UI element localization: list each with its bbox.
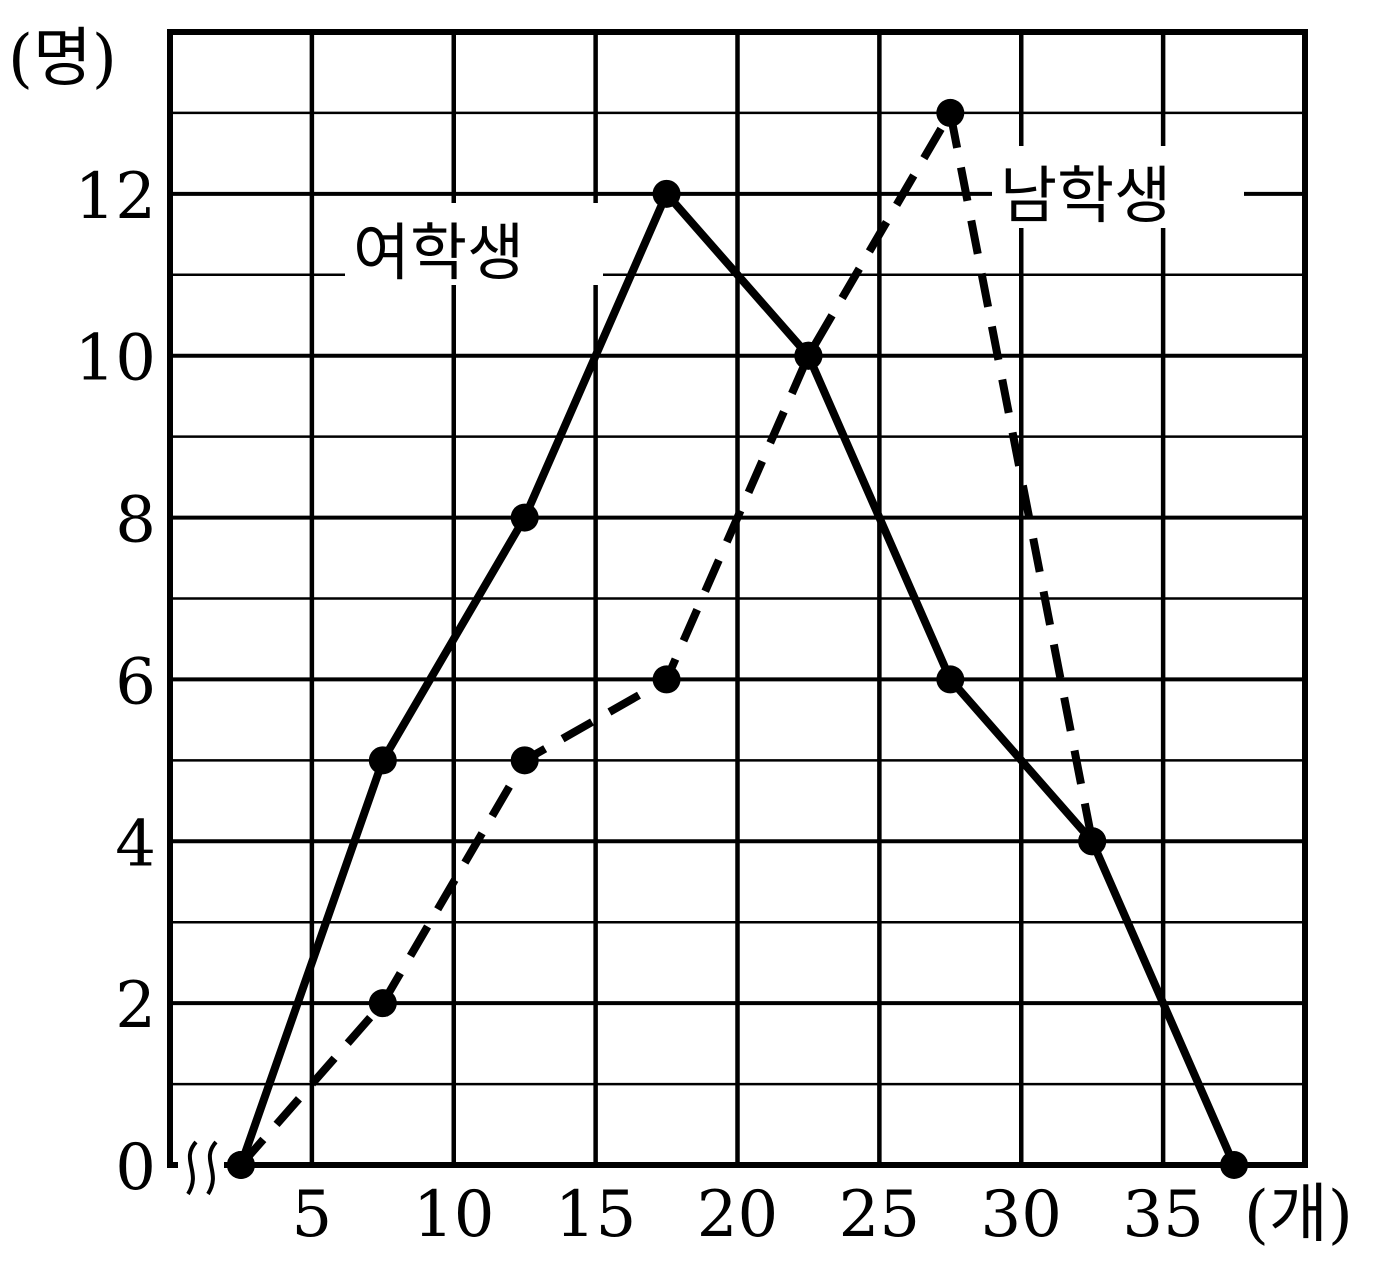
series-line-1 xyxy=(237,186,1238,1167)
data-point xyxy=(652,665,681,694)
y-tick-label: 0 xyxy=(115,1131,156,1205)
series-labels: 여학생 남학생 xyxy=(345,146,1244,289)
data-point xyxy=(368,989,397,1018)
data-point xyxy=(652,179,681,208)
axis-break-gap xyxy=(178,1143,224,1187)
y-tick-label: 6 xyxy=(115,645,156,719)
data-point xyxy=(368,746,397,775)
tick-labels: 5 10 15 20 25 30 35 0 2 4 6 8 10 12 xyxy=(75,160,1204,1252)
x-tick-label: 5 xyxy=(292,1178,333,1252)
x-tick-label: 15 xyxy=(555,1178,636,1252)
y-tick-label: 2 xyxy=(115,969,156,1043)
series-label-1: 여학생 xyxy=(353,216,524,289)
data-point xyxy=(1220,1151,1249,1179)
data-point xyxy=(510,746,539,775)
x-tick-label: 20 xyxy=(697,1178,778,1252)
data-point xyxy=(936,98,965,127)
data-point xyxy=(794,341,823,370)
x-tick-label: 10 xyxy=(413,1178,494,1252)
data-point xyxy=(936,665,965,694)
y-tick-label: 12 xyxy=(75,160,156,234)
x-tick-label: 35 xyxy=(1122,1178,1203,1252)
x-tick-label: 25 xyxy=(839,1178,920,1252)
series-label-bg xyxy=(345,203,603,285)
series-points xyxy=(226,98,1249,1179)
data-point xyxy=(1078,827,1107,856)
y-tick-label: 4 xyxy=(115,807,156,881)
axis-break-mark xyxy=(178,1140,224,1196)
series-label-2: 남학생 xyxy=(1000,159,1171,232)
axis-break-stroke xyxy=(186,1140,198,1196)
axis-break-stroke xyxy=(206,1140,218,1196)
y-axis-unit-label: (명) xyxy=(8,22,117,96)
y-tick-label: 10 xyxy=(75,322,156,396)
series-label-bg xyxy=(992,146,1244,228)
y-tick-label: 8 xyxy=(115,484,156,558)
plot-border xyxy=(167,29,1308,1168)
data-point xyxy=(226,1151,255,1179)
plot-frame xyxy=(167,29,1308,1168)
x-tick-label: 30 xyxy=(981,1178,1062,1252)
x-axis-unit-label: (개) xyxy=(1244,1178,1353,1252)
data-point xyxy=(510,503,539,532)
